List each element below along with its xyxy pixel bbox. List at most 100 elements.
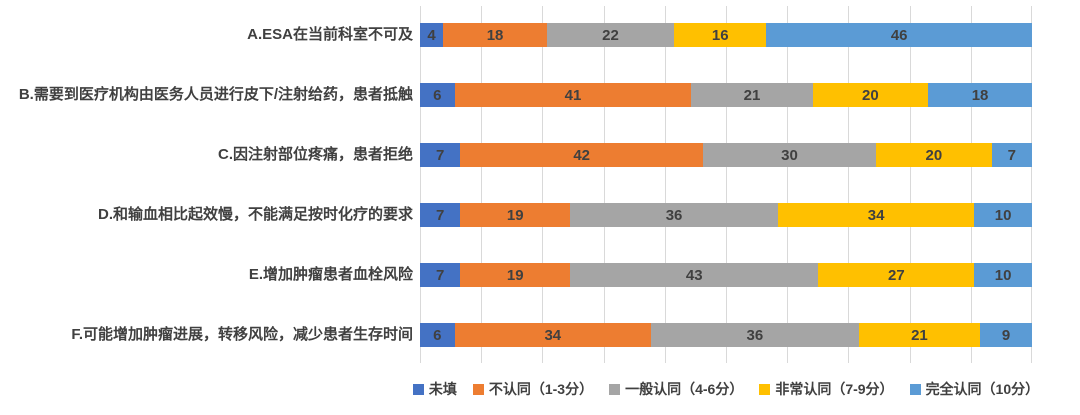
- bar-segment: 9: [980, 323, 1032, 347]
- bar-row: 7 19 43 27 10: [420, 263, 1033, 287]
- bar-value-label: 34: [544, 326, 562, 344]
- bar-value-label: 20: [925, 146, 943, 164]
- legend-label: 一般认同（4-6分）: [625, 381, 744, 397]
- bar-value-label: 18: [971, 86, 989, 104]
- bar-segment: 19: [460, 263, 571, 287]
- bar-value-label: 46: [890, 26, 908, 44]
- bar-value-label: 30: [781, 146, 798, 164]
- bar-segment: 6: [420, 323, 455, 347]
- bar-segment: 6: [420, 83, 455, 107]
- bar-segment: 34: [454, 323, 651, 347]
- legend-label: 非常认同（7-9分）: [775, 381, 894, 397]
- bar-segment: 21: [858, 323, 981, 347]
- bar-value-label: 21: [743, 86, 761, 104]
- legend-swatch-icon: [472, 383, 484, 395]
- bar-value-label: 10: [994, 206, 1012, 224]
- legend-swatch-icon: [759, 383, 771, 395]
- gridline: [1031, 6, 1032, 363]
- legend-item: 一般认同（4-6分）: [609, 379, 743, 399]
- gridline: [481, 6, 483, 363]
- bar-value-label: 27: [887, 266, 905, 284]
- gridline: [726, 6, 727, 363]
- bar-segment: 7: [420, 143, 461, 167]
- legend-label: 不认同（1-3分）: [488, 381, 594, 397]
- bar-segment: 36: [650, 323, 859, 347]
- bar-row: 6 34 36 21 9: [420, 323, 1032, 347]
- legend-item: 完全认同（10分）: [909, 379, 1040, 399]
- bar-value-label: 43: [685, 266, 703, 284]
- bar-segment: 18: [928, 83, 1032, 107]
- bar-segment: 34: [777, 203, 975, 227]
- legend-item: 未填: [412, 379, 457, 399]
- legend-item: 非常认同（7-9分）: [759, 379, 894, 399]
- legend-label: 未填: [428, 381, 457, 397]
- bar-segment: 7: [420, 263, 461, 287]
- gridline: [603, 6, 605, 363]
- legend: 未填 不认同（1-3分） 一般认同（4-6分） 非常认同（7-9分） 完全认同（10分）: [412, 378, 1039, 400]
- bar-segment: 18: [443, 23, 548, 47]
- bar-segment: 7: [991, 143, 1032, 167]
- gridline: [664, 6, 666, 363]
- legend-swatch-icon: [609, 383, 621, 395]
- bar-value-label: 6: [433, 86, 442, 104]
- bar-value-label: 4: [427, 26, 436, 44]
- bar-segment: 20: [812, 83, 929, 107]
- bar-segment: 10: [974, 263, 1033, 287]
- bar-segment: 27: [818, 263, 975, 287]
- bar-value-label: 41: [564, 86, 582, 104]
- legend-item: 不认同（1-3分）: [472, 379, 594, 399]
- bar-value-label: 20: [862, 86, 879, 104]
- bar-row: 6 41 21 20 18: [420, 83, 1032, 107]
- gridline: [420, 6, 421, 363]
- bar-value-label: 22: [602, 26, 619, 44]
- bar-segment: 36: [570, 203, 778, 227]
- category-label: C.因注射部位疼痛，患者拒绝: [217, 146, 413, 163]
- plot-area: 4 18 22 16 46 6 41 21 20 18 7 42 30 20 7 7 19 36 34 10 7 19 43…: [420, 6, 1033, 363]
- gridline: [909, 6, 911, 363]
- bar-segment: 10: [974, 203, 1032, 227]
- legend-swatch-icon: [412, 383, 424, 395]
- bar-value-label: 18: [486, 26, 504, 44]
- bar-value-label: 10: [994, 266, 1012, 284]
- bar-segment: 42: [460, 143, 703, 167]
- category-label: F.可能增加肿瘤进展，转移风险，减少患者生存时间: [71, 326, 413, 343]
- category-label: E.增加肿瘤患者血栓风险: [248, 266, 413, 283]
- bar-segment: 43: [570, 263, 819, 287]
- bar-segment: 20: [876, 143, 992, 167]
- gridline: [970, 6, 972, 363]
- bar-value-label: 7: [436, 206, 445, 224]
- bar-value-label: 7: [1007, 146, 1016, 164]
- gridline: [787, 6, 789, 363]
- bar-segment: 30: [702, 143, 877, 167]
- bar-segment: 4: [420, 23, 444, 47]
- bar-row: 7 42 30 20 7: [420, 143, 1032, 167]
- bar-segment: 22: [547, 23, 675, 47]
- bar-value-label: 16: [711, 26, 729, 44]
- bar-value-label: 36: [746, 326, 764, 344]
- bar-value-label: 34: [867, 206, 885, 224]
- gridline: [542, 6, 544, 363]
- bar-row: 4 18 22 16 46: [420, 23, 1032, 47]
- bar-value-label: 36: [665, 206, 683, 224]
- bar-value-label: 42: [573, 146, 590, 164]
- bar-value-label: 19: [506, 266, 524, 284]
- bar-segment: 41: [454, 83, 692, 107]
- gridline: [848, 6, 850, 363]
- bar-value-label: 6: [433, 326, 442, 344]
- bar-segment: 21: [691, 83, 813, 107]
- bar-segment: 19: [460, 203, 571, 227]
- bar-value-label: 7: [436, 266, 445, 284]
- bar-value-label: 9: [1001, 326, 1011, 344]
- category-axis: A.ESA在当前科室不可及 B.需要到医疗机构由医务人员进行皮下/注射给药，患者抵…: [0, 6, 413, 363]
- category-label: B.需要到医疗机构由医务人员进行皮下/注射给药，患者抵触: [18, 86, 413, 103]
- bar-value-label: 7: [436, 146, 445, 164]
- bar-row: 7 19 36 34 10: [420, 203, 1032, 227]
- legend-label: 完全认同（10分）: [925, 381, 1040, 397]
- bar-value-label: 19: [506, 206, 524, 224]
- category-label: D.和输血相比起效慢，不能满足按时化疗的要求: [97, 206, 413, 223]
- bar-value-label: 21: [911, 326, 928, 344]
- category-label: A.ESA在当前科室不可及: [247, 26, 413, 43]
- bar-segment: 46: [766, 23, 1032, 47]
- legend-swatch-icon: [909, 383, 921, 395]
